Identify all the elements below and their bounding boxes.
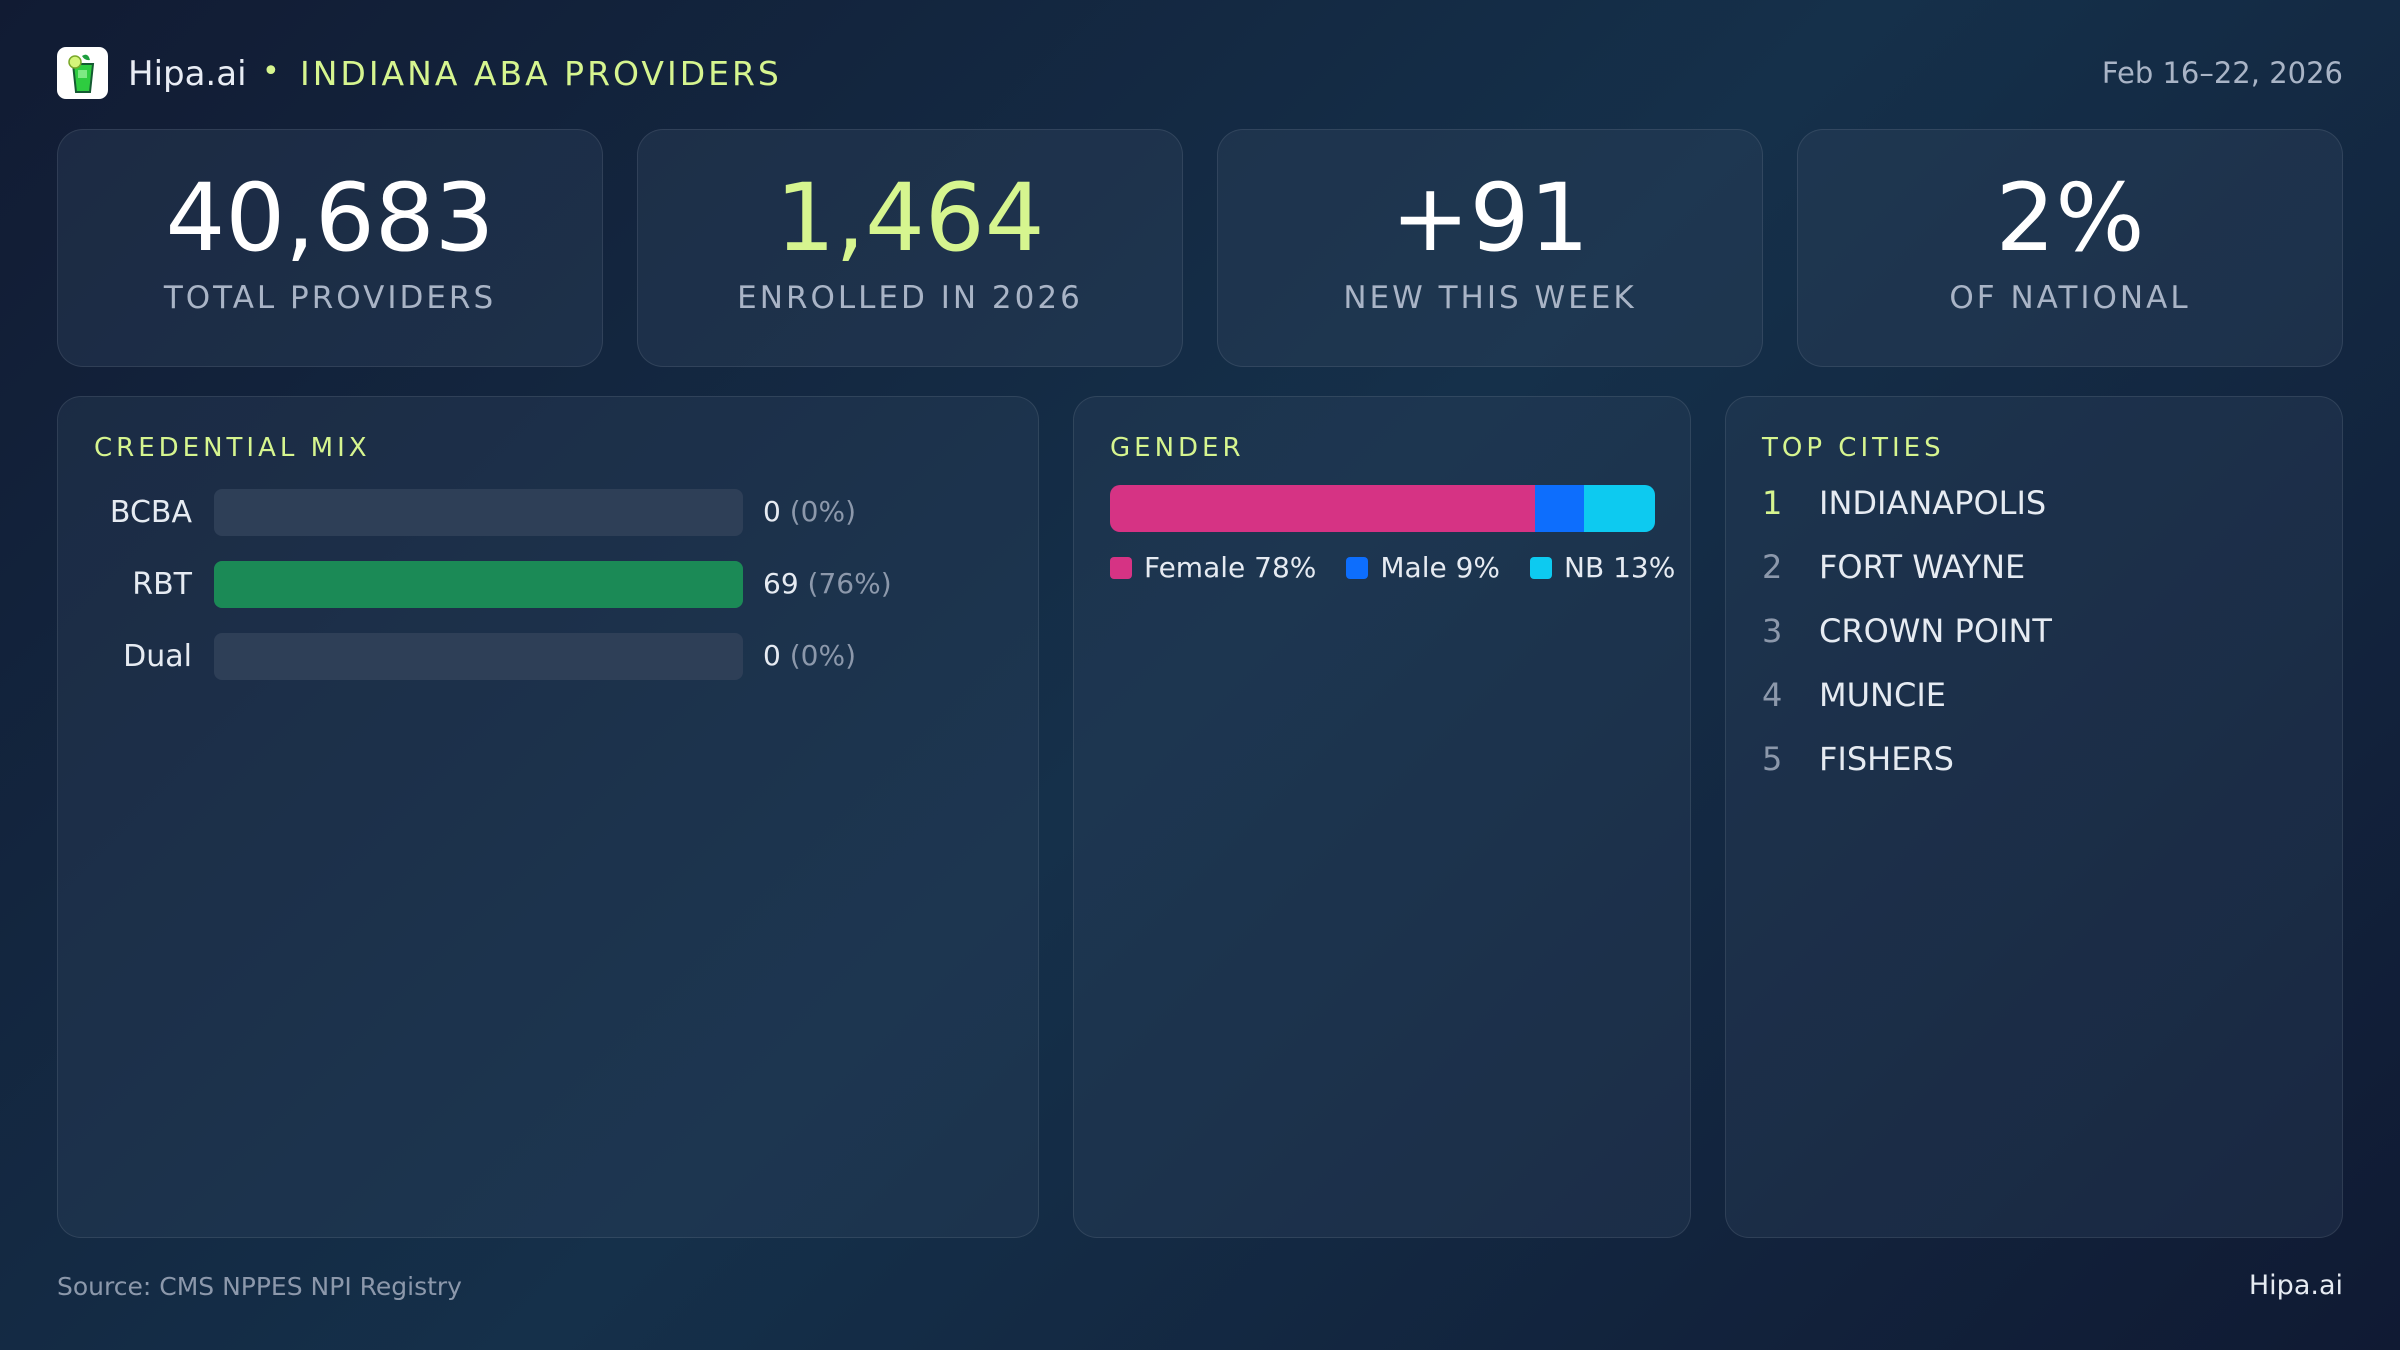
credential-percent: (0%) xyxy=(789,639,857,672)
credential-bar-track xyxy=(214,633,743,680)
credential-value: 69 (76%) xyxy=(763,567,892,600)
date-range: Feb 16–22, 2026 xyxy=(2101,56,2343,90)
legend-swatch xyxy=(1346,556,1369,579)
footer-brand: Hipa.ai xyxy=(2248,1270,2343,1301)
panel-title: CREDENTIAL MIX xyxy=(94,433,371,463)
legend-label: NB 13% xyxy=(1564,551,1676,584)
credential-row: RBT 69 (76%) xyxy=(58,561,1038,608)
legend-item: Male 9% xyxy=(1346,551,1500,584)
kpi-value: 2% xyxy=(1995,164,2145,273)
city-name: MUNCIE xyxy=(1819,676,1946,714)
credential-label: BCBA xyxy=(109,495,192,530)
kpi-label: ENROLLED IN 2026 xyxy=(737,280,1083,316)
city-rank: 4 xyxy=(1762,676,1783,714)
city-item: 1 INDIANAPOLIS xyxy=(1762,484,2046,522)
city-rank: 5 xyxy=(1762,740,1783,778)
kpi-value: 1,464 xyxy=(775,164,1045,273)
credential-count: 69 xyxy=(763,567,799,600)
credential-bar-track xyxy=(214,489,743,536)
credential-label: Dual xyxy=(123,639,192,674)
kpi-of-national: 2% OF NATIONAL xyxy=(1797,129,2343,367)
gender-legend: Female 78% Male 9% NB 13% xyxy=(1110,551,1675,584)
city-name: CROWN POINT xyxy=(1819,612,2052,650)
kpi-new-this-week: +91 NEW THIS WEEK xyxy=(1217,129,1763,367)
city-name: INDIANAPOLIS xyxy=(1819,484,2047,522)
brand-name: Hipa.ai xyxy=(128,54,247,94)
city-item: 5 FISHERS xyxy=(1762,740,1954,778)
city-rank: 3 xyxy=(1762,612,1783,650)
credential-bar-track xyxy=(214,561,743,608)
kpi-value: 40,683 xyxy=(165,164,495,273)
gender-segment xyxy=(1584,485,1655,532)
credential-bar-fill xyxy=(214,561,743,608)
page-title: INDIANA ABA PROVIDERS xyxy=(300,54,782,93)
gender-segment xyxy=(1535,485,1585,532)
credential-value: 0 (0%) xyxy=(763,495,856,528)
legend-swatch xyxy=(1530,556,1553,579)
panel-title: TOP CITIES xyxy=(1762,433,1945,463)
kpi-label: OF NATIONAL xyxy=(1949,280,2191,316)
legend-swatch xyxy=(1110,556,1132,579)
top-cities-panel: TOP CITIES 1 INDIANAPOLIS 2 FORT WAYNE 3 CROW… xyxy=(1725,396,2343,1238)
mojito-glass-icon xyxy=(67,54,94,93)
panel-title: GENDER xyxy=(1110,433,1245,463)
city-rank: 2 xyxy=(1762,548,1783,586)
kpi-total-providers: 40,683 TOTAL PROVIDERS xyxy=(57,129,603,367)
legend-item: Female 78% xyxy=(1110,551,1316,584)
legend-label: Female 78% xyxy=(1144,551,1317,584)
credential-percent: (0%) xyxy=(789,495,857,528)
gender-bar xyxy=(1110,485,1655,532)
credential-mix-panel: CREDENTIAL MIX BCBA 0 (0%) RBT 69 (76%) Du… xyxy=(57,396,1039,1238)
city-rank: 1 xyxy=(1762,484,1783,522)
credential-count: 0 xyxy=(763,495,781,528)
kpi-enrolled: 1,464 ENROLLED IN 2026 xyxy=(637,129,1183,367)
credential-row: BCBA 0 (0%) xyxy=(58,489,1038,536)
city-name: FORT WAYNE xyxy=(1819,548,2026,586)
gender-segment xyxy=(1110,485,1536,532)
legend-item: NB 13% xyxy=(1530,551,1675,584)
credential-label: RBT xyxy=(132,567,192,602)
city-name: FISHERS xyxy=(1819,740,1954,778)
kpi-value: +91 xyxy=(1390,164,1590,273)
credential-row: Dual 0 (0%) xyxy=(58,633,1038,680)
title-separator: • xyxy=(262,54,280,89)
credential-percent: (76%) xyxy=(807,567,892,600)
kpi-label: TOTAL PROVIDERS xyxy=(163,280,497,316)
city-item: 2 FORT WAYNE xyxy=(1762,548,2025,586)
kpi-label: NEW THIS WEEK xyxy=(1343,280,1637,316)
city-item: 4 MUNCIE xyxy=(1762,676,1946,714)
credential-count: 0 xyxy=(763,639,781,672)
city-item: 3 CROWN POINT xyxy=(1762,612,2052,650)
credential-value: 0 (0%) xyxy=(763,639,856,672)
logo xyxy=(57,47,108,99)
source-note: Source: CMS NPPES NPI Registry xyxy=(57,1272,462,1301)
gender-panel: GENDER Female 78% Male 9% NB 13% xyxy=(1073,396,1691,1238)
legend-label: Male 9% xyxy=(1380,551,1501,584)
